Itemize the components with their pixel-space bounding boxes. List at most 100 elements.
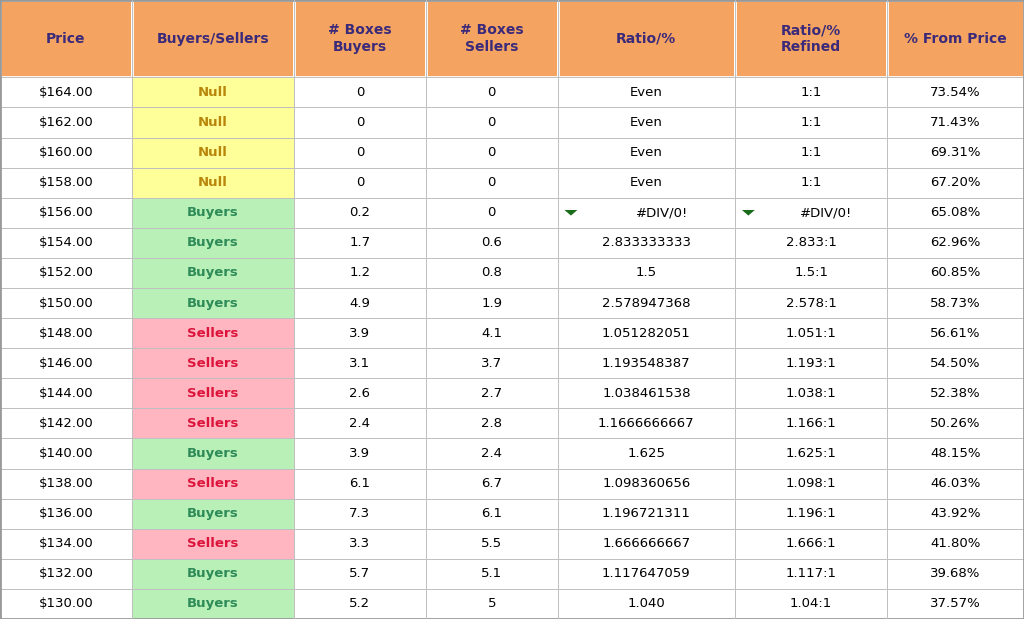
Bar [294,469,426,499]
Bar [558,168,735,197]
Bar [294,589,426,619]
Text: #DIV/0!: #DIV/0! [801,206,853,219]
Text: 1.038461538: 1.038461538 [602,387,690,400]
Bar [132,258,294,288]
Bar [132,529,294,559]
Text: Null: Null [198,176,228,189]
Text: 46.03%: 46.03% [931,477,981,490]
Text: 6.1: 6.1 [349,477,371,490]
Bar [0,559,132,589]
Text: Price: Price [46,32,86,46]
Text: Null: Null [198,116,228,129]
Bar [887,168,1024,197]
Text: #DIV/0!: #DIV/0! [636,206,688,219]
Text: 50.26%: 50.26% [931,417,981,430]
Text: $150.00: $150.00 [39,297,93,310]
Bar [132,469,294,499]
Text: 37.57%: 37.57% [930,597,981,610]
Text: 1.666:1: 1.666:1 [785,537,837,550]
Bar [426,108,558,137]
Bar [0,318,132,348]
Bar [426,77,558,108]
Polygon shape [742,210,755,215]
Text: 58.73%: 58.73% [930,297,981,310]
Bar [426,318,558,348]
Bar [132,499,294,529]
Text: 6.7: 6.7 [481,477,502,490]
Text: 1.193548387: 1.193548387 [602,357,690,370]
Bar [735,288,887,318]
Bar [887,108,1024,137]
Text: $134.00: $134.00 [39,537,93,550]
Bar [426,197,558,228]
Bar [735,168,887,197]
Text: 1:1: 1:1 [801,176,822,189]
Bar [132,438,294,469]
Text: $130.00: $130.00 [39,597,93,610]
Bar [735,409,887,438]
Bar [426,137,558,168]
Text: 5: 5 [487,597,496,610]
Text: $152.00: $152.00 [39,266,93,279]
Text: Buyers: Buyers [187,297,239,310]
Text: 5.7: 5.7 [349,568,371,581]
Text: Buyers: Buyers [187,597,239,610]
Bar [294,378,426,409]
Text: Null: Null [198,146,228,159]
Text: Even: Even [630,116,663,129]
Bar [558,318,735,348]
Text: $154.00: $154.00 [39,236,93,249]
Bar [887,438,1024,469]
Text: 69.31%: 69.31% [931,146,981,159]
Text: 1.098360656: 1.098360656 [602,477,690,490]
Bar [735,197,887,228]
Text: Even: Even [630,146,663,159]
Text: 56.61%: 56.61% [931,327,981,340]
Bar [887,228,1024,258]
Bar [426,228,558,258]
Text: $164.00: $164.00 [39,86,93,99]
Text: 1.5:1: 1.5:1 [794,266,828,279]
Text: 0: 0 [487,146,496,159]
Bar [558,469,735,499]
Bar [426,168,558,197]
Text: 4.9: 4.9 [349,297,371,310]
Text: 1.625:1: 1.625:1 [785,447,837,460]
Bar [0,228,132,258]
Text: 1:1: 1:1 [801,116,822,129]
Bar [132,559,294,589]
Bar [294,108,426,137]
Bar [887,378,1024,409]
Text: $156.00: $156.00 [39,206,93,219]
Text: Even: Even [630,86,663,99]
Text: 0.6: 0.6 [481,236,502,249]
Text: 1.038:1: 1.038:1 [785,387,837,400]
Bar [887,499,1024,529]
Bar [426,258,558,288]
Bar [558,559,735,589]
Text: 1.04:1: 1.04:1 [790,597,833,610]
Bar [294,529,426,559]
Bar [735,348,887,378]
Text: $158.00: $158.00 [39,176,93,189]
Text: 41.80%: 41.80% [931,537,981,550]
Bar [426,0,558,77]
Bar [426,288,558,318]
Text: 62.96%: 62.96% [931,236,981,249]
Bar [294,318,426,348]
Text: 43.92%: 43.92% [931,507,981,520]
Text: 0: 0 [487,86,496,99]
Text: 4.1: 4.1 [481,327,502,340]
Bar [132,168,294,197]
Bar [426,499,558,529]
Text: 1.051:1: 1.051:1 [785,327,837,340]
Text: 3.3: 3.3 [349,537,371,550]
Bar [0,378,132,409]
Bar [294,499,426,529]
Text: 2.578947368: 2.578947368 [602,297,690,310]
Bar [887,77,1024,108]
Text: 54.50%: 54.50% [931,357,981,370]
Bar [294,438,426,469]
Text: Sellers: Sellers [187,477,239,490]
Bar [735,108,887,137]
